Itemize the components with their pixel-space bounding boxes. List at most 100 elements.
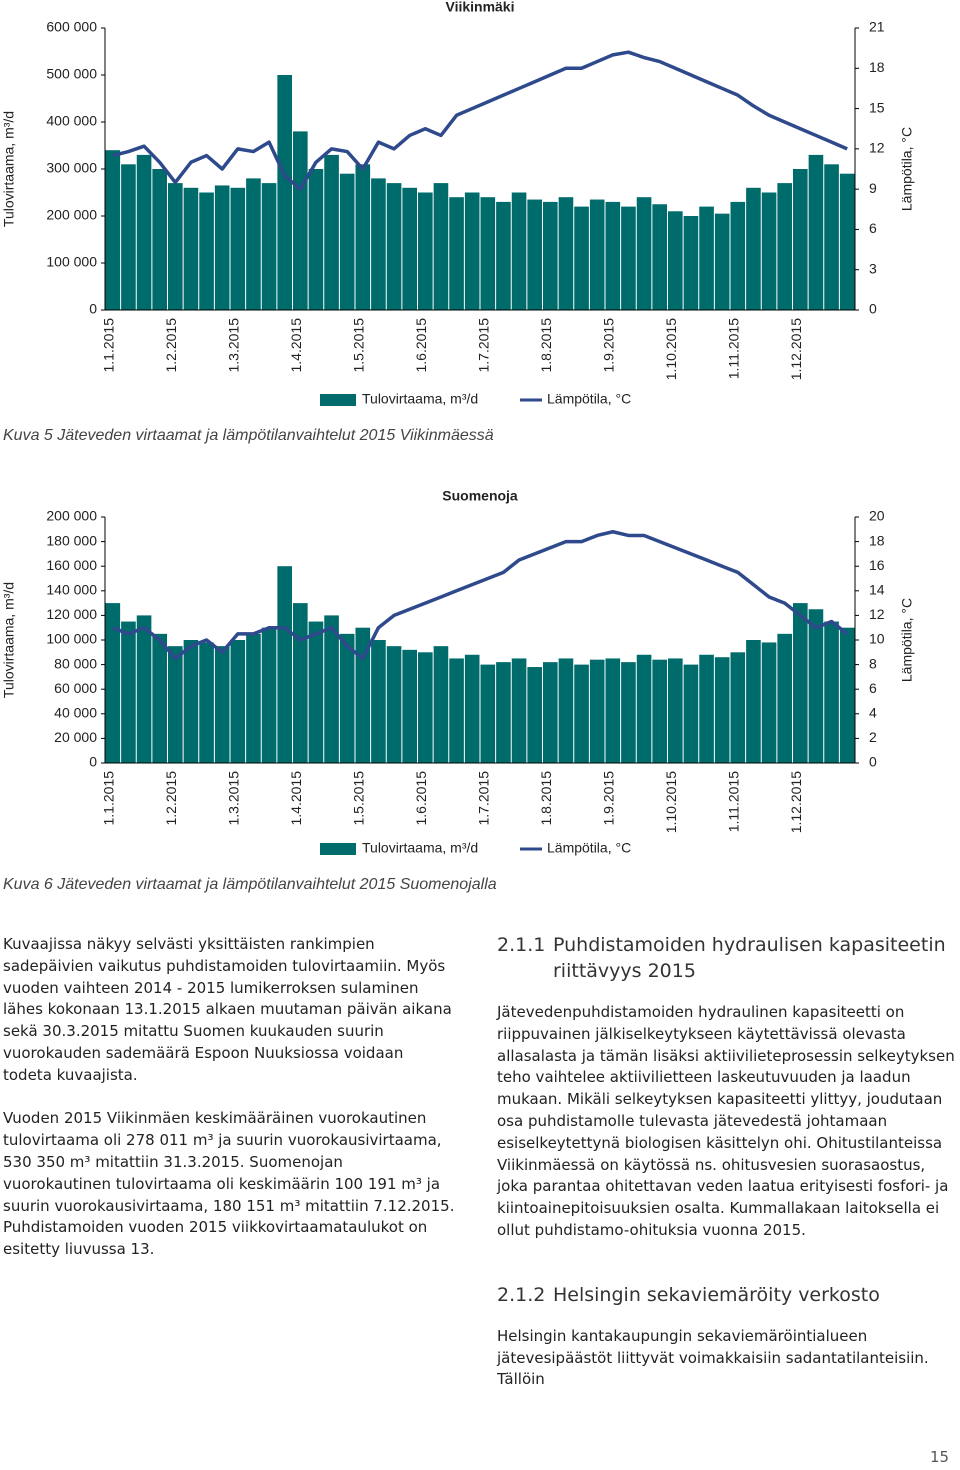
y-tick-label: 0 — [89, 301, 97, 317]
y-tick-label: 140 000 — [46, 582, 97, 598]
flow-bar — [605, 201, 621, 310]
legend-swatch — [320, 394, 356, 406]
flow-bar — [777, 183, 792, 310]
flow-bar — [418, 192, 433, 310]
y-tick-label: 200 000 — [46, 207, 97, 223]
flow-bar — [793, 603, 808, 763]
flow-bar — [574, 664, 589, 763]
x-tick-label: 1.10.2015 — [663, 318, 679, 380]
flow-bar — [402, 187, 417, 310]
y2-tick-label: 12 — [869, 606, 885, 622]
x-tick-label: 1.1.2015 — [101, 318, 117, 373]
flow-bar — [152, 169, 167, 310]
x-tick-label: 1.10.2015 — [663, 771, 679, 833]
flow-bar — [511, 192, 527, 310]
flow-bar — [699, 654, 714, 763]
flow-bar — [277, 75, 292, 310]
y2-tick-label: 8 — [869, 655, 877, 671]
legend-label: Tulovirtaama, m³/d — [362, 840, 478, 856]
x-tick-label: 1.4.2015 — [288, 771, 304, 826]
flow-bar — [636, 654, 652, 763]
y-tick-label: 180 000 — [46, 532, 97, 548]
legend-label: Lämpötila, °C — [547, 840, 631, 856]
y2-tick-label: 20 — [869, 508, 885, 524]
y-tick-label: 100 000 — [46, 254, 97, 270]
chart-title: Viikinmäki — [445, 0, 514, 15]
flow-bar — [824, 164, 839, 310]
flow-bar — [308, 621, 324, 763]
x-tick-label: 1.5.2015 — [351, 318, 367, 373]
flow-bar — [808, 609, 824, 763]
y2-tick-label: 6 — [869, 220, 877, 236]
heading-title: Helsingin sekaviemäröity verkosto — [553, 1283, 880, 1306]
y-tick-label: 60 000 — [54, 680, 97, 696]
flow-bar — [558, 658, 574, 763]
flow-bar — [214, 185, 230, 310]
y2-tick-label: 2 — [869, 729, 877, 745]
y-tick-label: 40 000 — [54, 705, 97, 721]
flow-bar — [230, 187, 246, 310]
x-tick-label: 1.11.2015 — [726, 318, 742, 379]
flow-bar — [839, 173, 855, 310]
x-tick-label: 1.9.2015 — [601, 318, 617, 373]
paragraph: Helsingin kantakaupungin sekaviemäröinti… — [497, 1326, 929, 1389]
flow-bar — [168, 646, 183, 763]
y2-tick-label: 14 — [869, 582, 885, 598]
flow-bar — [793, 169, 808, 310]
y2-tick-label: 6 — [869, 680, 877, 696]
flow-bar — [261, 627, 277, 763]
flow-bar — [699, 206, 714, 310]
flow-bar — [480, 197, 496, 310]
flow-bar — [293, 131, 308, 310]
x-tick-label: 1.2.2015 — [163, 318, 179, 373]
paragraph: Kuvaajissa näkyy selvästi yksittäisten r… — [3, 935, 452, 1084]
flow-bar — [183, 187, 199, 310]
flow-bar — [668, 658, 683, 763]
y-tick-label: 500 000 — [46, 66, 97, 82]
y2-axis-label: Lämpötila, °C — [899, 127, 915, 211]
flow-bar — [199, 642, 214, 763]
flow-bar — [761, 192, 777, 310]
heading-title: Puhdistamoiden hydraulisen kapasiteetin … — [553, 934, 946, 982]
flow-bar — [339, 173, 355, 310]
x-tick-label: 1.5.2015 — [351, 771, 367, 826]
right-column: 2.1.1 Puhdistamoiden hydraulisen kapasite… — [497, 932, 957, 1413]
y2-tick-label: 12 — [869, 140, 885, 156]
caption: Kuva 6 Jäteveden virtaamat ja lämpötilan… — [3, 876, 497, 893]
flow-bar — [589, 659, 605, 763]
flow-bar — [168, 183, 183, 310]
caption: Kuva 5 Jäteveden virtaamat ja lämpötilan… — [3, 427, 494, 444]
flow-bar — [183, 640, 199, 763]
flow-bar — [668, 211, 683, 310]
heading: 2.1.2 Helsingin sekaviemäröity verkosto — [497, 1282, 957, 1308]
flow-bar — [277, 566, 292, 763]
flow-bar — [621, 662, 636, 763]
flow-bar — [214, 646, 230, 763]
legend-swatch — [320, 843, 356, 855]
flow-bar — [105, 603, 121, 763]
flow-bar — [355, 627, 371, 763]
flow-bar — [636, 197, 652, 310]
paragraph: Jätevedenpuhdistamoiden hydraulinen kapa… — [497, 1003, 955, 1239]
flow-bar — [683, 664, 699, 763]
flow-bar — [558, 197, 574, 310]
flow-bar — [324, 154, 339, 310]
flow-bar — [589, 199, 605, 310]
flow-bar — [808, 154, 824, 310]
x-tick-label: 1.7.2015 — [476, 318, 492, 373]
x-tick-label: 1.2.2015 — [163, 771, 179, 826]
y2-tick-label: 18 — [869, 59, 885, 75]
x-tick-label: 1.3.2015 — [226, 771, 242, 826]
flow-bar — [230, 640, 246, 763]
flow-bar — [464, 654, 480, 763]
x-tick-label: 1.12.2015 — [788, 771, 804, 833]
temperature-line — [112, 530, 849, 661]
flow-bar — [449, 197, 464, 310]
flow-bar — [261, 183, 277, 310]
y-tick-label: 160 000 — [46, 557, 97, 573]
x-tick-label: 1.4.2015 — [288, 318, 304, 373]
y-axis-label: Tulovirtaama, m³/d — [1, 582, 17, 698]
y-tick-label: 20 000 — [54, 729, 97, 745]
flow-bar — [355, 164, 371, 310]
